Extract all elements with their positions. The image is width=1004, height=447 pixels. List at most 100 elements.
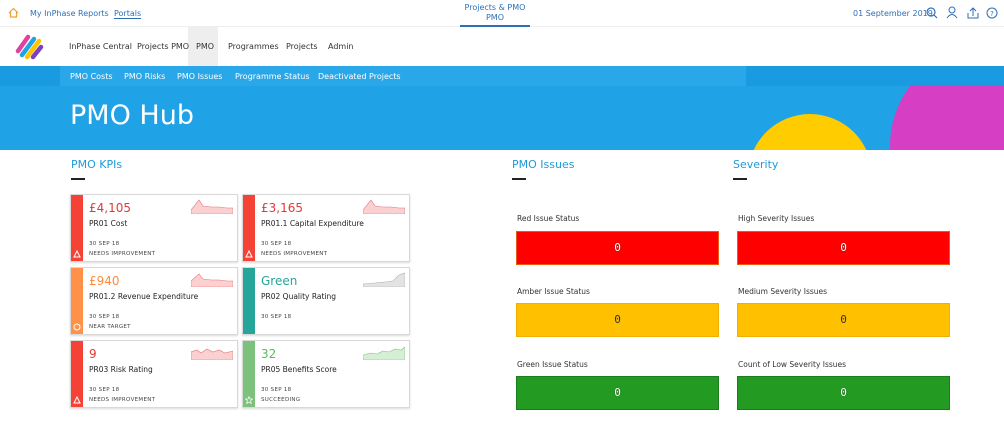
- sparkline: [363, 199, 405, 214]
- nav-item[interactable]: Admin: [328, 42, 354, 51]
- kpi-name: PR02 Quality Rating: [261, 292, 337, 301]
- section-heading: PMO Issues: [512, 158, 575, 171]
- tile-count: 0: [840, 313, 847, 326]
- active-tab-bg: [188, 27, 218, 66]
- kpi-status: NEEDS IMPROVEMENT: [89, 251, 156, 257]
- kpi-card[interactable]: 32 PR05 Benefits Score 30 SEP 18 SUCCEED…: [242, 340, 410, 408]
- kpi-name: PR01.2 Revenue Expenditure: [89, 292, 199, 301]
- sparkline: [191, 348, 233, 360]
- svg-text:?: ?: [990, 10, 994, 18]
- status-icon: [245, 396, 253, 404]
- tile-count: 0: [840, 386, 847, 399]
- kpi-value: 32: [261, 347, 277, 361]
- sub-nav-item[interactable]: PMO Risks: [124, 72, 166, 81]
- severity-tile[interactable]: 0: [737, 376, 950, 410]
- logo[interactable]: [14, 31, 44, 61]
- kpi-card[interactable]: £940 PR01.2 Revenue Expenditure 30 SEP 1…: [70, 267, 238, 335]
- sparkline: [191, 199, 233, 214]
- sub-nav-band: [60, 66, 746, 86]
- status-strip: [71, 195, 83, 261]
- top-bar: My InPhase Reports Portals Projects & PM…: [0, 0, 1004, 27]
- kpi-name: PR01 Cost: [89, 219, 128, 228]
- issue-tile[interactable]: 0: [516, 231, 719, 265]
- portal-title: Projects & PMO: [464, 3, 526, 12]
- home-icon[interactable]: [8, 7, 19, 18]
- sub-nav-item[interactable]: PMO Costs: [70, 72, 113, 81]
- tile-count: 0: [614, 386, 621, 399]
- heading-rule: [71, 178, 85, 180]
- date: 01 September 2019: [853, 9, 933, 18]
- nav-item[interactable]: Programmes: [228, 42, 279, 51]
- nav-item[interactable]: Projects PMO: [137, 42, 190, 51]
- issue-tile[interactable]: 0: [516, 376, 719, 410]
- main-nav: InPhase Central Projects PMO PMO Program…: [0, 27, 1004, 66]
- tile-count: 0: [840, 241, 847, 254]
- tile-label: Count of Low Severity Issues: [738, 360, 847, 369]
- status-icon: [245, 250, 253, 258]
- kpi-name: PR05 Benefits Score: [261, 365, 337, 374]
- sub-nav-item[interactable]: Programme Status: [235, 72, 310, 81]
- sparkline: [191, 273, 233, 287]
- kpi-card[interactable]: £3,165 PR01.1 Capital Expenditure 30 SEP…: [242, 194, 410, 262]
- status-icon: [73, 323, 81, 331]
- portal-subtitle: PMO: [485, 13, 505, 22]
- heading-rule: [733, 178, 747, 180]
- top-link[interactable]: Reports: [78, 9, 109, 18]
- section-heading: Severity: [733, 158, 779, 171]
- hero: PMO Hub: [0, 86, 1004, 150]
- tile-label: Medium Severity Issues: [738, 287, 828, 296]
- kpi-status: NEAR TARGET: [89, 324, 131, 330]
- kpi-date: 30 SEP 18: [261, 387, 292, 393]
- kpi-value: 9: [89, 347, 97, 361]
- kpi-value: Green: [261, 274, 298, 288]
- sub-nav-item[interactable]: PMO Issues: [177, 72, 223, 81]
- sparkline: [363, 272, 405, 287]
- sub-nav-item[interactable]: Deactivated Projects: [318, 72, 401, 81]
- nav-item[interactable]: InPhase Central: [69, 42, 132, 51]
- nav-item[interactable]: PMO: [196, 42, 215, 51]
- kpi-status: NEEDS IMPROVEMENT: [261, 251, 328, 257]
- sub-nav: PMO Costs PMO Risks PMO Issues Programme…: [0, 66, 1004, 86]
- toolbar-icons[interactable]: ?: [925, 6, 1000, 20]
- kpi-date: 30 SEP 18: [261, 314, 292, 320]
- kpi-value: £3,165: [261, 201, 303, 215]
- kpi-status: NEEDS IMPROVEMENT: [89, 397, 156, 403]
- status-strip: [71, 341, 83, 407]
- tile-label: Green Issue Status: [517, 360, 588, 369]
- kpi-card[interactable]: Green PR02 Quality Rating 30 SEP 18: [242, 267, 410, 335]
- sparkline: [363, 346, 405, 360]
- status-strip: [243, 268, 255, 334]
- kpi-name: PR03 Risk Rating: [89, 365, 153, 374]
- tile-count: 0: [614, 241, 621, 254]
- status-strip: [71, 268, 83, 334]
- top-link[interactable]: My InPhase: [30, 9, 76, 18]
- tile-count: 0: [614, 313, 621, 326]
- status-icon: [73, 250, 81, 258]
- kpi-value: £940: [89, 274, 120, 288]
- tile-label: High Severity Issues: [738, 214, 815, 223]
- tile-label: Amber Issue Status: [517, 287, 590, 296]
- tile-label: Red Issue Status: [517, 214, 580, 223]
- severity-tile[interactable]: 0: [737, 303, 950, 337]
- portal-tab[interactable]: Projects & PMO PMO: [460, 3, 530, 27]
- nav-item[interactable]: Projects: [286, 42, 318, 51]
- status-icon: [73, 396, 81, 404]
- hero-decoration: [753, 86, 1004, 150]
- kpi-name: PR01.1 Capital Expenditure: [261, 219, 364, 228]
- issue-tile[interactable]: 0: [516, 303, 719, 337]
- hero-title: PMO Hub: [70, 100, 194, 131]
- kpi-status: SUCCEEDING: [261, 397, 301, 403]
- kpi-date: 30 SEP 18: [261, 241, 292, 247]
- section-heading: PMO KPIs: [71, 158, 123, 171]
- kpi-date: 30 SEP 18: [89, 387, 120, 393]
- kpi-card[interactable]: 9 PR03 Risk Rating 30 SEP 18 NEEDS IMPRO…: [70, 340, 238, 408]
- severity-tile[interactable]: 0: [737, 231, 950, 265]
- top-link[interactable]: Portals: [114, 9, 142, 19]
- heading-rule: [512, 178, 526, 180]
- kpi-date: 30 SEP 18: [89, 241, 120, 247]
- status-strip: [243, 341, 255, 407]
- kpi-date: 30 SEP 18: [89, 314, 120, 320]
- status-strip: [243, 195, 255, 261]
- kpi-card[interactable]: £4,105 PR01 Cost 30 SEP 18 NEEDS IMPROVE…: [70, 194, 238, 262]
